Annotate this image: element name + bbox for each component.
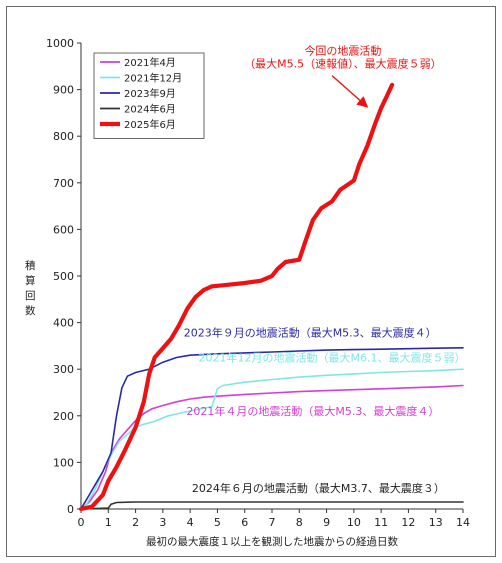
chart-series-lines bbox=[78, 82, 464, 512]
y-axis-label-char: 算 bbox=[25, 274, 36, 287]
x-tick-label: 3 bbox=[159, 516, 166, 529]
series-line bbox=[78, 82, 395, 512]
annotation-label: 2021年12月の地震活動（最大M6.1、最大震度５弱） bbox=[199, 351, 466, 365]
legend-entry: 2025年6月 bbox=[124, 118, 176, 131]
y-tick-label: 200 bbox=[53, 410, 74, 423]
y-tick-label: 800 bbox=[53, 130, 74, 143]
x-tick-label: 8 bbox=[296, 516, 303, 529]
x-tick-label: 11 bbox=[374, 516, 388, 529]
chart-axes bbox=[77, 42, 464, 513]
x-tick-label: 14 bbox=[456, 516, 470, 529]
x-tick-label: 0 bbox=[78, 516, 85, 529]
y-tick-label: 500 bbox=[53, 270, 74, 283]
series-line bbox=[80, 384, 464, 510]
x-tick-label: 2 bbox=[132, 516, 139, 529]
annotation-label: 2023年９月の地震活動（最大M5.3、最大震度４） bbox=[184, 326, 437, 340]
annotation-label: 2024年６月の地震活動（最大M3.7、最大震度３） bbox=[192, 481, 445, 495]
x-tick-label: 4 bbox=[187, 516, 194, 529]
annotation-label: 2021年４月の地震活動（最大M5.3、最大震度４） bbox=[186, 404, 439, 418]
y-axis-label-char: 回 bbox=[25, 290, 36, 302]
x-tick-label: 13 bbox=[429, 516, 443, 529]
y-tick-label: 100 bbox=[53, 456, 74, 469]
annotation-label: 今回の地震活動 bbox=[304, 44, 381, 58]
series-line bbox=[80, 368, 464, 510]
x-axis-label: 最初の最大震度１以上を観測した地震からの経過日数 bbox=[146, 535, 398, 548]
x-tick-label: 7 bbox=[269, 516, 276, 529]
y-tick-label: 600 bbox=[53, 223, 74, 236]
x-tick-label: 6 bbox=[241, 516, 248, 529]
legend-entry: 2021年12月 bbox=[124, 72, 182, 85]
chart-legend: 2021年4月 2021年12月 2023年9月 2024年6月 2025年6月 bbox=[93, 52, 205, 139]
y-tick-label: 400 bbox=[53, 317, 74, 330]
y-tick-label: 300 bbox=[53, 363, 74, 376]
x-tick-label: 12 bbox=[401, 516, 415, 529]
y-tick-label: 1000 bbox=[46, 37, 74, 50]
series-line bbox=[80, 347, 464, 510]
y-tick-label: 900 bbox=[53, 84, 74, 97]
x-tick-label: 5 bbox=[214, 516, 221, 529]
annotation-label: （最大M5.5（速報値）、最大震度５弱） bbox=[244, 57, 441, 71]
x-tick-label: 1 bbox=[105, 516, 112, 529]
legend-entry: 2024年6月 bbox=[124, 103, 176, 116]
x-tick-label: 9 bbox=[323, 516, 330, 529]
chart-annotations: 今回の地震活動（最大M5.5（速報値）、最大震度５弱） 2023年９月の地震活動（… bbox=[184, 44, 466, 496]
legend-entry: 2021年4月 bbox=[124, 56, 176, 69]
y-tick-label: 0 bbox=[67, 503, 74, 516]
y-axis-label-char: 数 bbox=[25, 304, 36, 317]
annotation-arrow bbox=[331, 75, 369, 108]
series-line bbox=[80, 501, 464, 510]
legend-entry: 2023年9月 bbox=[124, 87, 176, 100]
chart-frame: 0 100 200 300 400 500 600 700 800 900 1000 0 1 2 3 4 5 6 7… bbox=[6, 6, 496, 557]
y-tick-label: 700 bbox=[53, 177, 74, 190]
y-axis-label: 積算回数 bbox=[25, 259, 36, 317]
y-axis-label-char: 積 bbox=[25, 259, 36, 272]
x-tick-label: 10 bbox=[347, 516, 361, 529]
